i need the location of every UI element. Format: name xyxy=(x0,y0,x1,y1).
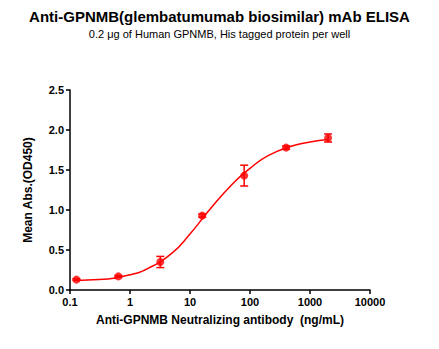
svg-text:0.1: 0.1 xyxy=(62,296,77,308)
svg-text:Anti-GPNMB Neutralizing antibo: Anti-GPNMB Neutralizing antibody (ng/mL) xyxy=(96,313,344,327)
svg-text:1000: 1000 xyxy=(298,296,322,308)
svg-text:10: 10 xyxy=(184,296,196,308)
svg-text:0.0: 0.0 xyxy=(49,284,64,296)
svg-text:0.2 μg of Human GPNMB, His tag: 0.2 μg of Human GPNMB, His tagged protei… xyxy=(89,28,350,40)
svg-text:1.0: 1.0 xyxy=(49,204,64,216)
svg-text:Mean Abs.(OD450): Mean Abs.(OD450) xyxy=(21,137,35,243)
svg-text:2.0: 2.0 xyxy=(49,124,64,136)
svg-text:Anti-GPNMB(glembatumumab biosi: Anti-GPNMB(glembatumumab biosimilar) mAb… xyxy=(29,8,410,25)
svg-text:100: 100 xyxy=(241,296,259,308)
svg-text:1: 1 xyxy=(127,296,133,308)
svg-text:10000: 10000 xyxy=(355,296,386,308)
svg-text:1.5: 1.5 xyxy=(49,164,64,176)
svg-text:0.5: 0.5 xyxy=(49,244,64,256)
svg-text:2.5: 2.5 xyxy=(49,84,64,96)
